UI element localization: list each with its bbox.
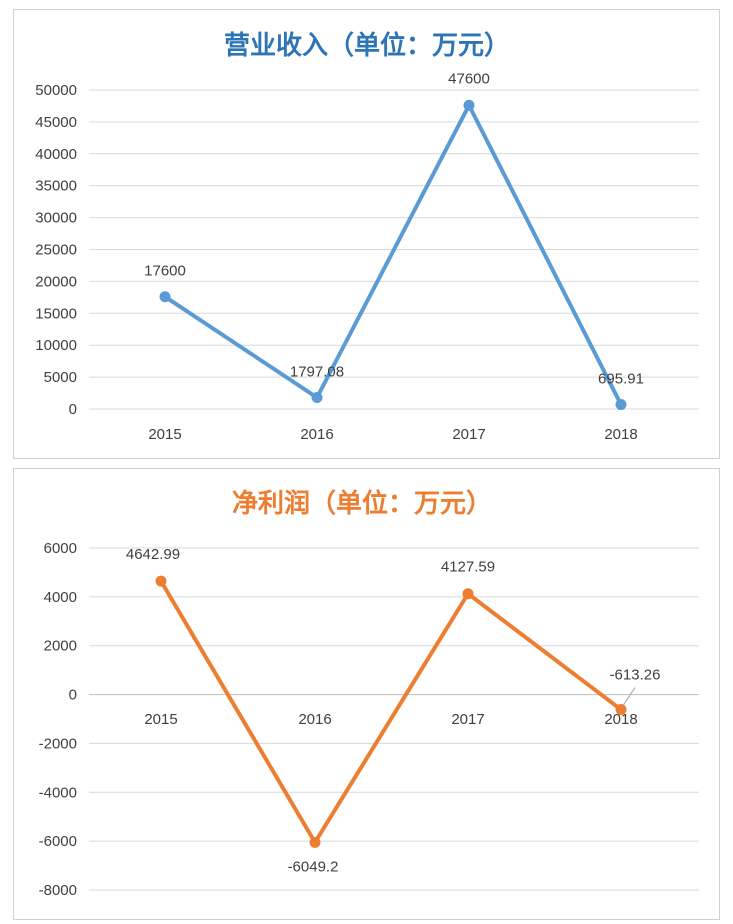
x-tick-label: 2015 (148, 426, 181, 443)
net-profit-chart: 净利润（单位：万元） -8000 -6000 -4000 -2000 0 2000 4000… (39, 488, 699, 899)
y-tick-label: 10000 (35, 337, 77, 354)
y-tick-label: 40000 (35, 146, 77, 163)
y-tick-label: 0 (69, 687, 77, 704)
y-tick-label: 15000 (35, 305, 77, 322)
x-tick-label: 2018 (604, 711, 637, 728)
y-tick-label: -2000 (39, 735, 77, 752)
y-tick-label: 20000 (35, 273, 77, 290)
data-point (309, 836, 321, 848)
y-tick-label: 50000 (35, 82, 77, 99)
data-label: 47600 (448, 70, 490, 87)
data-point (615, 399, 627, 411)
y-tick-label: 25000 (35, 242, 77, 259)
y-tick-label: 45000 (35, 114, 77, 131)
chart-title: 净利润（单位：万元） (232, 488, 492, 519)
data-point (155, 575, 167, 587)
data-label-leader (622, 687, 636, 706)
data-label: -613.26 (610, 667, 661, 684)
series-line (159, 580, 623, 845)
net-profit-chart-panel: 净利润（单位：万元） -8000 -6000 -4000 -2000 0 2000 4000… (13, 468, 720, 920)
data-point (159, 291, 171, 303)
data-label: 17600 (144, 263, 186, 280)
y-tick-label: 5000 (44, 369, 77, 386)
y-tick-label: 6000 (44, 540, 77, 557)
data-point (615, 704, 627, 716)
x-tick-label: 2017 (452, 426, 485, 443)
data-label: -6049.2 (288, 858, 339, 875)
y-tick-label: 4000 (44, 589, 77, 606)
x-tick-label: 2018 (604, 426, 637, 443)
data-label: 4127.59 (441, 559, 495, 576)
x-tick-label: 2015 (144, 711, 177, 728)
y-tick-label: -8000 (39, 882, 77, 899)
y-tick-label: 2000 (44, 638, 77, 655)
revenue-chart-panel: 营业收入（单位：万元） 0 5000 10000 15000 20000 25000 300… (13, 9, 720, 459)
y-tick-label: 30000 (35, 210, 77, 227)
series-line (163, 103, 623, 406)
x-tick-label: 2017 (451, 711, 484, 728)
y-tick-label: 0 (69, 401, 77, 418)
data-label: 1797.08 (290, 364, 344, 381)
data-label: 4642.99 (126, 546, 180, 563)
data-point (462, 588, 474, 600)
x-tick-label: 2016 (298, 711, 331, 728)
y-tick-label: -6000 (39, 833, 77, 850)
y-tick-label: -4000 (39, 784, 77, 801)
data-point (311, 392, 323, 404)
data-point (463, 99, 475, 111)
y-tick-label: 35000 (35, 178, 77, 195)
chart-title: 营业收入（单位：万元） (224, 30, 510, 61)
data-label: 695.91 (598, 371, 644, 388)
x-tick-label: 2016 (300, 426, 333, 443)
revenue-chart: 营业收入（单位：万元） 0 5000 10000 15000 20000 25000 300… (35, 30, 699, 443)
